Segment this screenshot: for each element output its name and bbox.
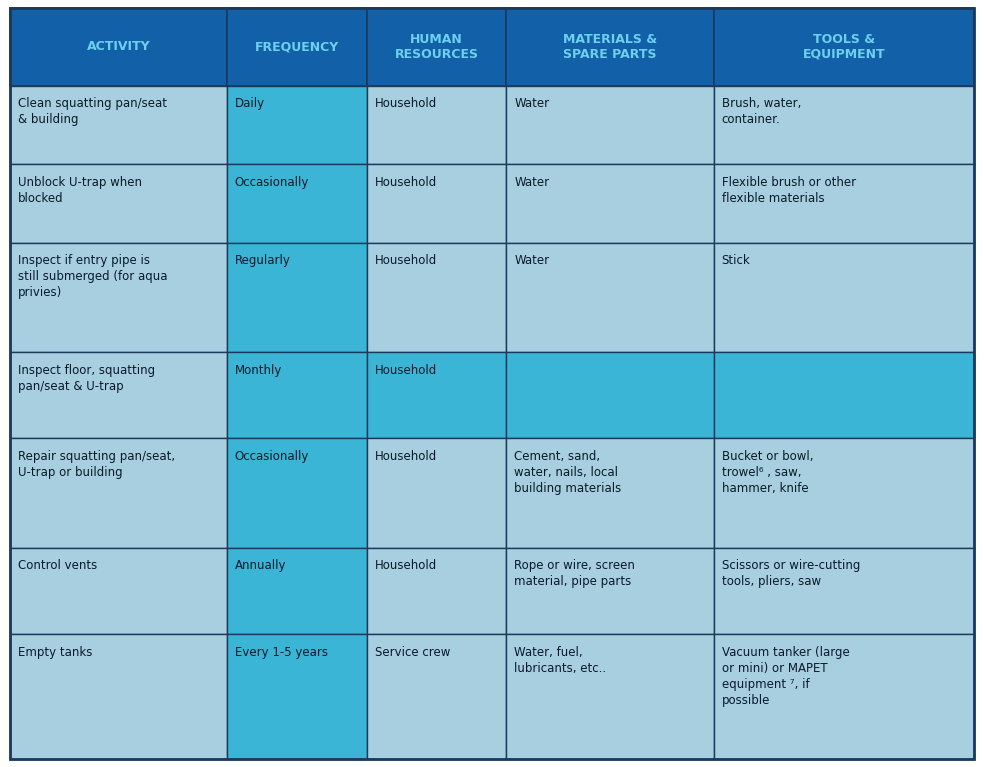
Text: Household: Household — [375, 559, 437, 572]
Bar — [227, 352, 367, 438]
Text: Inspect if entry pipe is
still submerged (for aqua
privies): Inspect if entry pipe is still submerged… — [18, 254, 167, 299]
Text: Household: Household — [375, 176, 437, 189]
Text: Annually: Annually — [235, 559, 286, 572]
Text: Control vents: Control vents — [18, 559, 97, 572]
Text: Water: Water — [515, 176, 549, 189]
Text: Vacuum tanker (large
or mini) or MAPET
equipment ⁷, if
possible: Vacuum tanker (large or mini) or MAPET e… — [721, 646, 849, 706]
Bar — [713, 548, 974, 634]
Bar — [227, 438, 367, 548]
Text: Household: Household — [375, 97, 437, 110]
Bar — [227, 164, 367, 242]
Bar — [367, 634, 507, 759]
Text: Household: Household — [375, 449, 437, 463]
Bar — [713, 634, 974, 759]
Text: HUMAN
RESOURCES: HUMAN RESOURCES — [395, 33, 478, 61]
Text: Regularly: Regularly — [235, 254, 290, 267]
Bar — [507, 242, 713, 352]
Text: Water, fuel,
lubricants, etc..: Water, fuel, lubricants, etc.. — [515, 646, 606, 674]
Bar — [713, 164, 974, 242]
Bar — [507, 548, 713, 634]
Text: Every 1-5 years: Every 1-5 years — [235, 646, 328, 659]
Text: Cement, sand,
water, nails, local
building materials: Cement, sand, water, nails, local buildi… — [515, 449, 622, 495]
Text: Occasionally: Occasionally — [235, 176, 309, 189]
Bar — [367, 352, 507, 438]
Bar — [507, 634, 713, 759]
Bar — [507, 86, 713, 164]
Bar — [10, 242, 227, 352]
Bar — [367, 164, 507, 242]
Bar — [367, 242, 507, 352]
Text: Repair squatting pan/seat,
U-trap or building: Repair squatting pan/seat, U-trap or bui… — [18, 449, 175, 479]
Text: Water: Water — [515, 254, 549, 267]
Text: Monthly: Monthly — [235, 364, 282, 377]
Bar — [713, 86, 974, 164]
Text: Household: Household — [375, 364, 437, 377]
Bar — [507, 164, 713, 242]
Bar — [10, 352, 227, 438]
Text: Clean squatting pan/seat
& building: Clean squatting pan/seat & building — [18, 97, 166, 127]
Text: TOOLS &
EQUIPMENT: TOOLS & EQUIPMENT — [803, 33, 886, 61]
Bar — [713, 242, 974, 352]
Bar — [227, 8, 367, 86]
Bar — [227, 634, 367, 759]
Bar — [227, 86, 367, 164]
Bar — [10, 634, 227, 759]
Text: FREQUENCY: FREQUENCY — [255, 41, 338, 54]
Bar — [367, 548, 507, 634]
Bar — [227, 548, 367, 634]
Bar — [10, 8, 227, 86]
Text: Flexible brush or other
flexible materials: Flexible brush or other flexible materia… — [721, 176, 856, 205]
Text: Empty tanks: Empty tanks — [18, 646, 92, 659]
Text: Occasionally: Occasionally — [235, 449, 309, 463]
Bar — [227, 242, 367, 352]
Bar — [367, 8, 507, 86]
Text: ACTIVITY: ACTIVITY — [87, 41, 151, 54]
Bar — [713, 352, 974, 438]
Bar — [507, 438, 713, 548]
Bar — [10, 164, 227, 242]
Text: Household: Household — [375, 254, 437, 267]
Text: Bucket or bowl,
trowel⁶ , saw,
hammer, knife: Bucket or bowl, trowel⁶ , saw, hammer, k… — [721, 449, 813, 495]
Bar — [507, 8, 713, 86]
Bar — [367, 438, 507, 548]
Bar — [10, 548, 227, 634]
Text: Water: Water — [515, 97, 549, 110]
Text: Rope or wire, screen
material, pipe parts: Rope or wire, screen material, pipe part… — [515, 559, 636, 588]
Text: MATERIALS &
SPARE PARTS: MATERIALS & SPARE PARTS — [563, 33, 657, 61]
Bar — [10, 438, 227, 548]
Text: Inspect floor, squatting
pan/seat & U-trap: Inspect floor, squatting pan/seat & U-tr… — [18, 364, 154, 393]
Bar — [367, 86, 507, 164]
Text: Daily: Daily — [235, 97, 265, 110]
Bar — [507, 352, 713, 438]
Text: Service crew: Service crew — [375, 646, 450, 659]
Text: Unblock U-trap when
blocked: Unblock U-trap when blocked — [18, 176, 142, 205]
Text: Scissors or wire-cutting
tools, pliers, saw: Scissors or wire-cutting tools, pliers, … — [721, 559, 860, 588]
Bar — [713, 438, 974, 548]
Bar — [713, 8, 974, 86]
Text: Brush, water,
container.: Brush, water, container. — [721, 97, 801, 127]
Bar — [10, 86, 227, 164]
Text: Stick: Stick — [721, 254, 751, 267]
